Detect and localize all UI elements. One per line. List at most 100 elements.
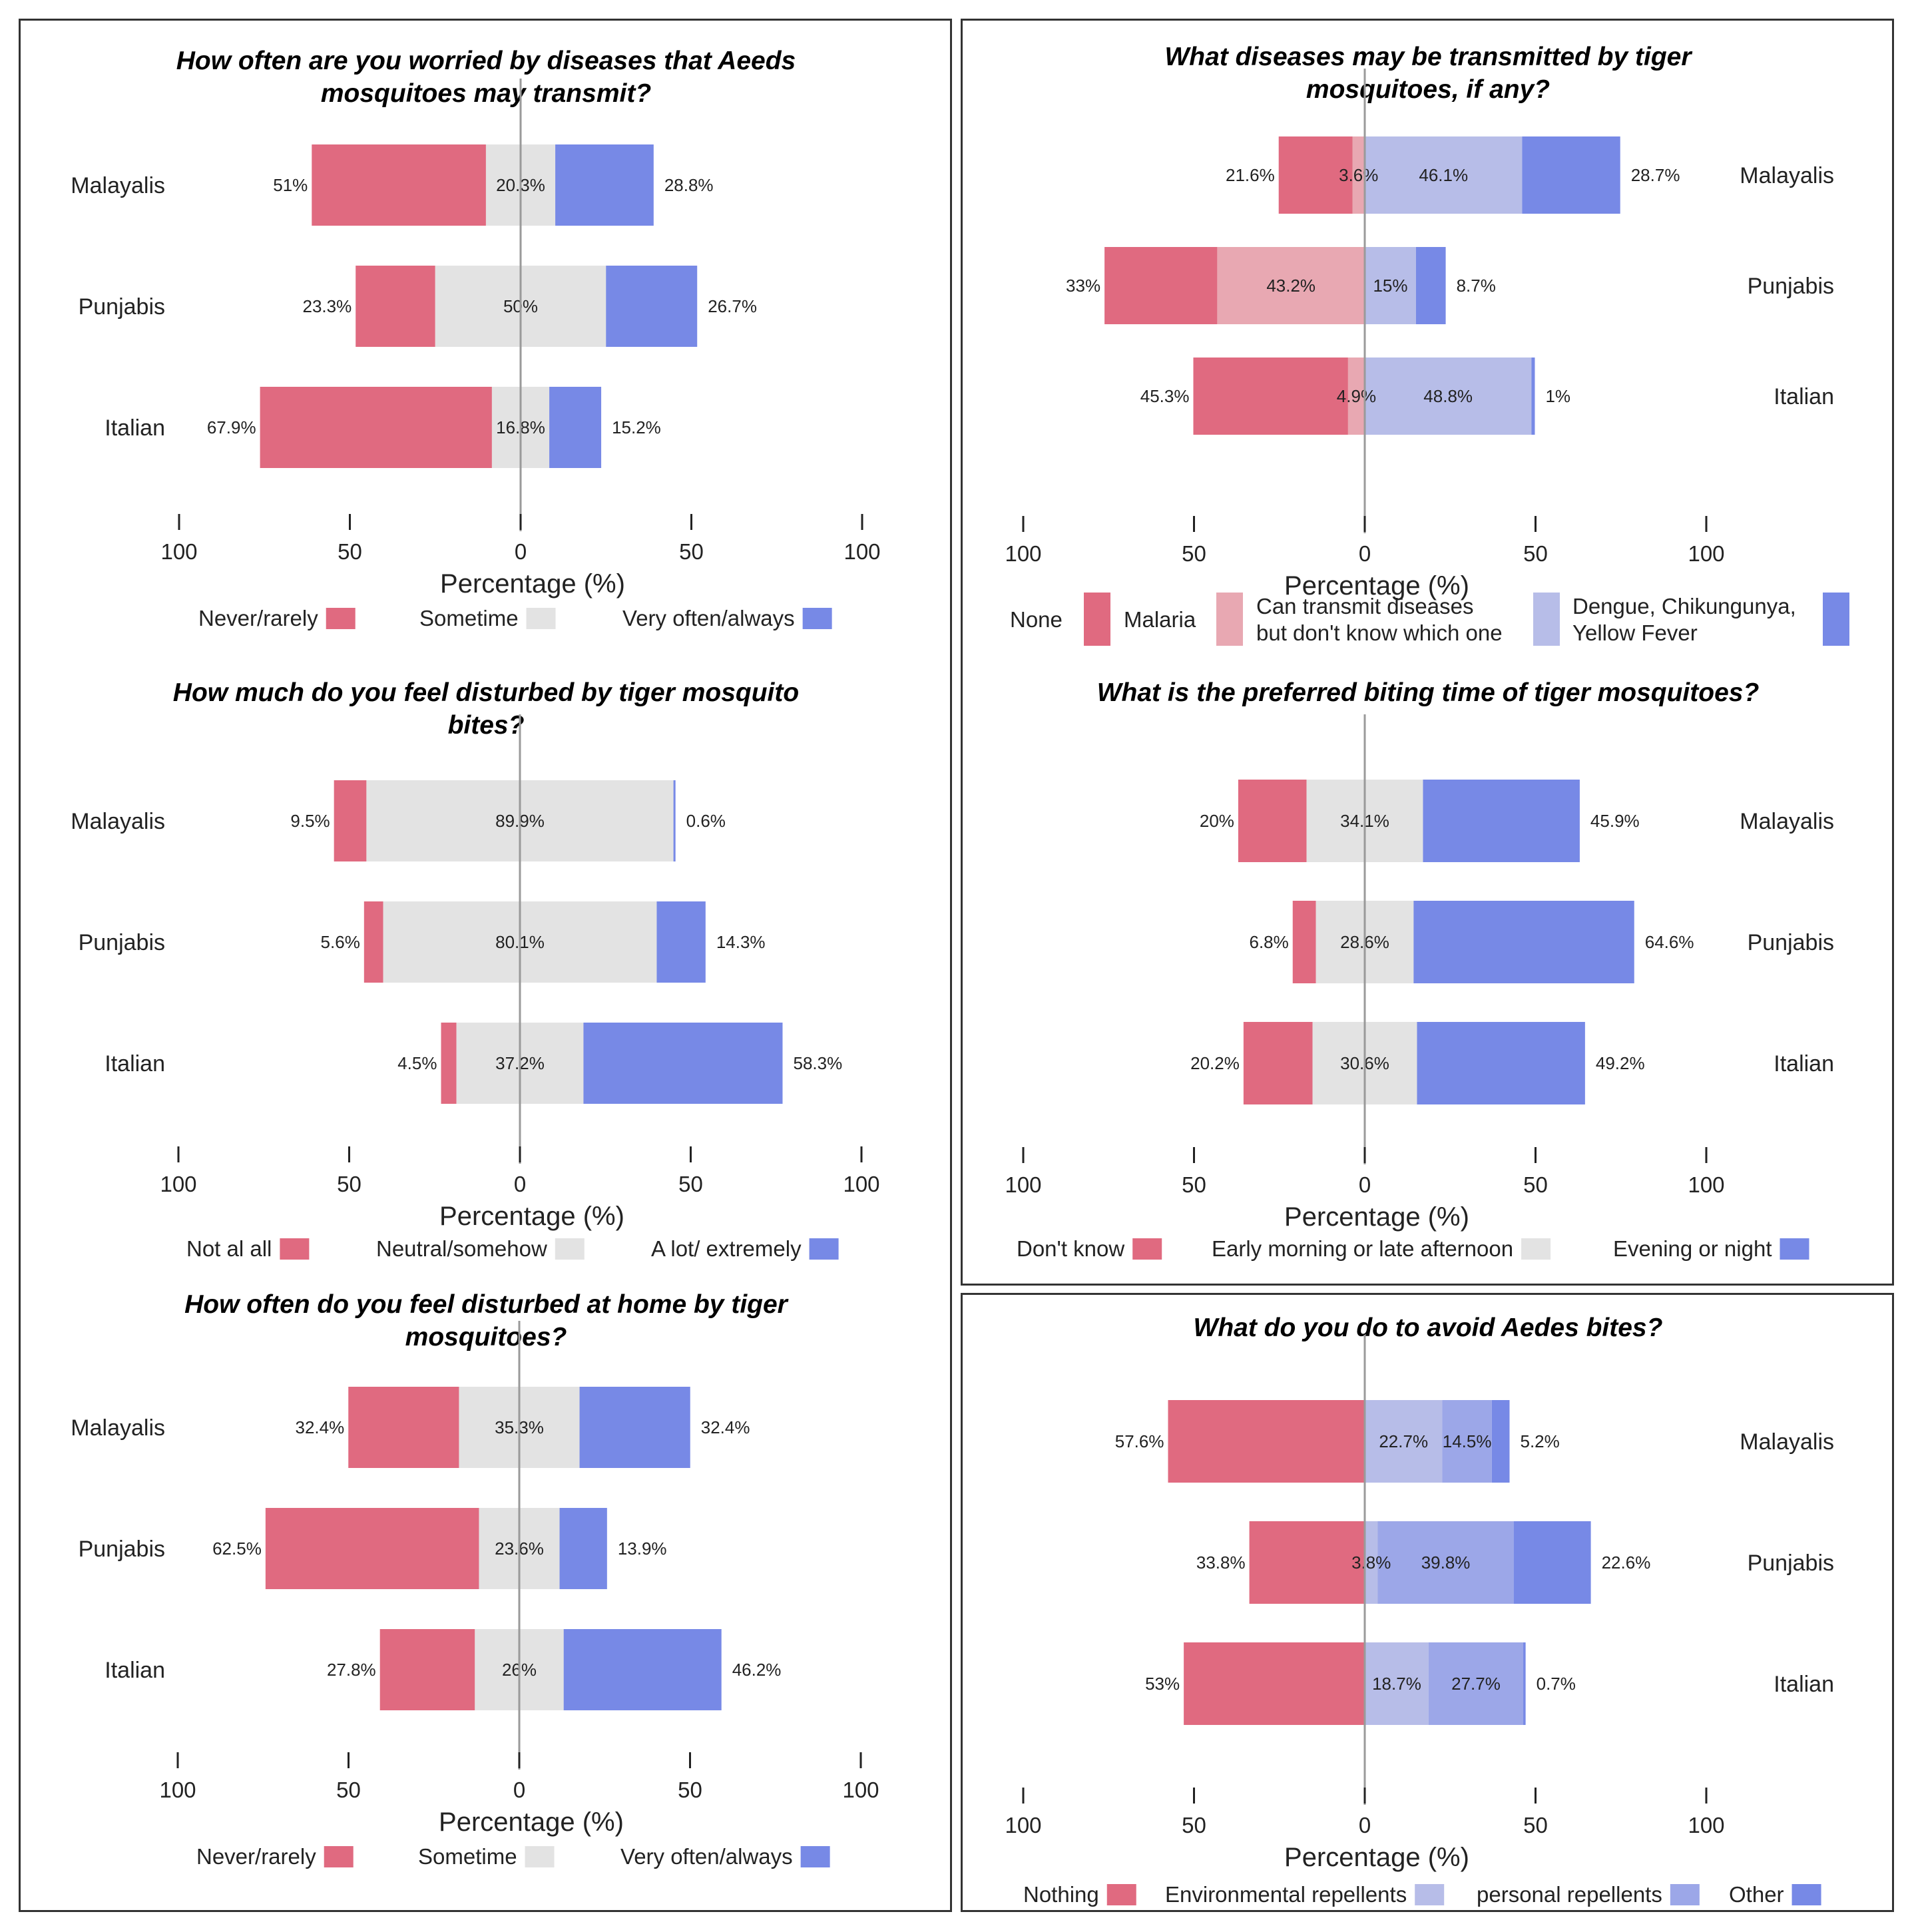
legend-label-never-rarely: Never/rarely: [198, 606, 318, 630]
legend-swatch-neutral-somehow: [555, 1238, 585, 1260]
x-tick-label: 50: [1523, 541, 1548, 566]
x-tick-label: 100: [160, 539, 197, 564]
data-label: 0.7%: [1537, 1674, 1576, 1694]
chart-title-line: How often are you worried by diseases th…: [176, 47, 796, 75]
bar-malayalis-nothing: [1168, 1400, 1365, 1483]
bar-italian-never-rarely: [260, 387, 492, 468]
data-label: 32.4%: [296, 1417, 345, 1437]
data-label: 0.6%: [686, 811, 726, 831]
data-label: 43.2%: [1266, 276, 1315, 296]
category-label-malayalis: Malayalis: [1740, 1429, 1834, 1455]
legend-swatch-very-often-always: [802, 608, 832, 629]
data-label: 14.5%: [1443, 1431, 1492, 1451]
chart-title-line: What do you do to avoid Aedes bites?: [1194, 1314, 1663, 1342]
data-label: 22.6%: [1602, 1553, 1651, 1572]
x-tick-label: 50: [336, 1778, 361, 1802]
bar-malayalis-can-transmit-diseases-but-don-t-know-which-one: [1365, 136, 1523, 214]
x-axis-label: Percentage (%): [1284, 1202, 1469, 1232]
category-label-italian: Italian: [1774, 1672, 1834, 1697]
bar-malayalis-not-al-all: [334, 780, 367, 861]
x-tick-label: 50: [679, 539, 704, 564]
data-label: 39.8%: [1421, 1553, 1471, 1572]
x-tick-label: 100: [843, 539, 880, 564]
data-label: 26.7%: [708, 296, 757, 316]
bar-malayalis-environmental-repellents: [1365, 1400, 1443, 1483]
bar-italian-a-lot-extremely: [583, 1023, 783, 1104]
data-label: 4.9%: [1337, 386, 1376, 406]
legend-label-not-al-all: Not al all: [186, 1236, 272, 1261]
legend-swatch-early-morning-or-late-afternoon: [1521, 1238, 1551, 1260]
data-label: 45.9%: [1590, 811, 1640, 831]
bar-malayalis-never-rarely: [312, 144, 486, 226]
x-axis-label: Percentage (%): [440, 569, 625, 599]
data-label: 3.6%: [1339, 165, 1378, 185]
x-tick-label: 0: [1359, 1813, 1371, 1837]
data-label: 5.6%: [321, 932, 360, 952]
legend-swatch-personal-repellents: [1670, 1884, 1700, 1905]
category-label-punjabis: Punjabis: [79, 1537, 165, 1562]
legend-label: None: [1010, 607, 1063, 632]
legend-label-evening-or-night: Evening or night: [1613, 1236, 1772, 1261]
bar-italian-malaria: [1347, 358, 1365, 435]
data-label: 64.6%: [1645, 932, 1694, 952]
data-label: 15%: [1373, 276, 1407, 296]
x-tick-label: 100: [1688, 541, 1724, 566]
chart-disturbed-home: How often do you feel disturbed at home …: [71, 1290, 879, 1869]
x-axis-label: Percentage (%): [1284, 1843, 1469, 1872]
data-label: 22.7%: [1379, 1431, 1428, 1451]
bar-malayalis-personal-repellents: [1442, 1400, 1492, 1483]
data-label: 32.4%: [701, 1417, 750, 1437]
legend-label-very-often-always: Very often/always: [620, 1844, 793, 1869]
legend-label: Malaria: [1124, 607, 1196, 632]
chart-title-line: What is the preferred biting time of tig…: [1097, 678, 1760, 707]
legend-label-sometime: Sometime: [419, 606, 519, 630]
chart-title-line: How often do you feel disturbed at home …: [184, 1290, 789, 1319]
bar-italian-environmental-repellents: [1365, 1642, 1429, 1725]
data-label: 6.8%: [1249, 932, 1288, 952]
bar-italian-very-often-always: [549, 387, 602, 468]
bar-punjabis-can-transmit-diseases-but-don-t-know-which-one: [1365, 247, 1416, 324]
x-tick-label: 100: [1688, 1813, 1724, 1837]
bar-italian-evening-or-night: [1417, 1022, 1585, 1104]
category-label-punjabis: Punjabis: [1748, 930, 1834, 955]
legend-swatch-never-rarely: [326, 608, 356, 629]
legend-swatch-dengue: [1823, 593, 1849, 646]
x-tick-label: 100: [1005, 1172, 1041, 1197]
category-label-punjabis: Punjabis: [79, 930, 165, 955]
legend-label-sometime: Sometime: [418, 1844, 517, 1869]
bar-malayalis-malaria: [1352, 136, 1365, 214]
bar-italian-not-al-all: [441, 1023, 457, 1104]
bar-punjabis-personal-repellents: [1377, 1521, 1514, 1604]
category-label-italian: Italian: [1774, 384, 1834, 409]
x-tick-label: 100: [160, 1172, 196, 1196]
data-label: 62.5%: [212, 1539, 262, 1559]
category-label-malayalis: Malayalis: [71, 1415, 165, 1441]
category-label-malayalis: Malayalis: [1740, 809, 1834, 834]
chart-title-line: mosquitoes?: [405, 1323, 567, 1351]
x-tick-label: 100: [1005, 541, 1041, 566]
data-label: 15.2%: [612, 417, 661, 437]
legend-label-other: Other: [1729, 1882, 1784, 1907]
data-label: 28.7%: [1631, 165, 1680, 185]
chart-diseases: What diseases may be transmitted by tige…: [1005, 43, 1849, 646]
legend-label-a-lot-extremely: A lot/ extremely: [651, 1236, 802, 1261]
category-label-malayalis: Malayalis: [71, 173, 165, 198]
x-tick-label: 0: [515, 539, 527, 564]
x-tick-label: 50: [337, 1172, 361, 1196]
data-label: 28.8%: [664, 175, 714, 195]
data-label: 46.2%: [732, 1660, 782, 1680]
legend-label-early-morning-or-late-afternoon: Early morning or late afternoon: [1212, 1236, 1513, 1261]
chart-title-line: How much do you feel disturbed by tiger …: [173, 678, 799, 707]
category-label-punjabis: Punjabis: [79, 294, 165, 320]
data-label: 27.7%: [1451, 1674, 1501, 1694]
bar-punjabis-environmental-repellents: [1365, 1521, 1378, 1604]
category-label-punjabis: Punjabis: [1748, 274, 1834, 299]
bar-italian-other: [1523, 1642, 1526, 1725]
data-label: 46.1%: [1419, 165, 1468, 185]
data-label: 53%: [1145, 1674, 1180, 1694]
bar-malayalis-don-t-know: [1238, 780, 1307, 862]
data-label: 20.2%: [1190, 1053, 1240, 1073]
bar-malayalis-none: [1278, 136, 1353, 214]
data-label: 58.3%: [793, 1053, 842, 1073]
bar-punjabis-very-often-always: [606, 266, 698, 347]
